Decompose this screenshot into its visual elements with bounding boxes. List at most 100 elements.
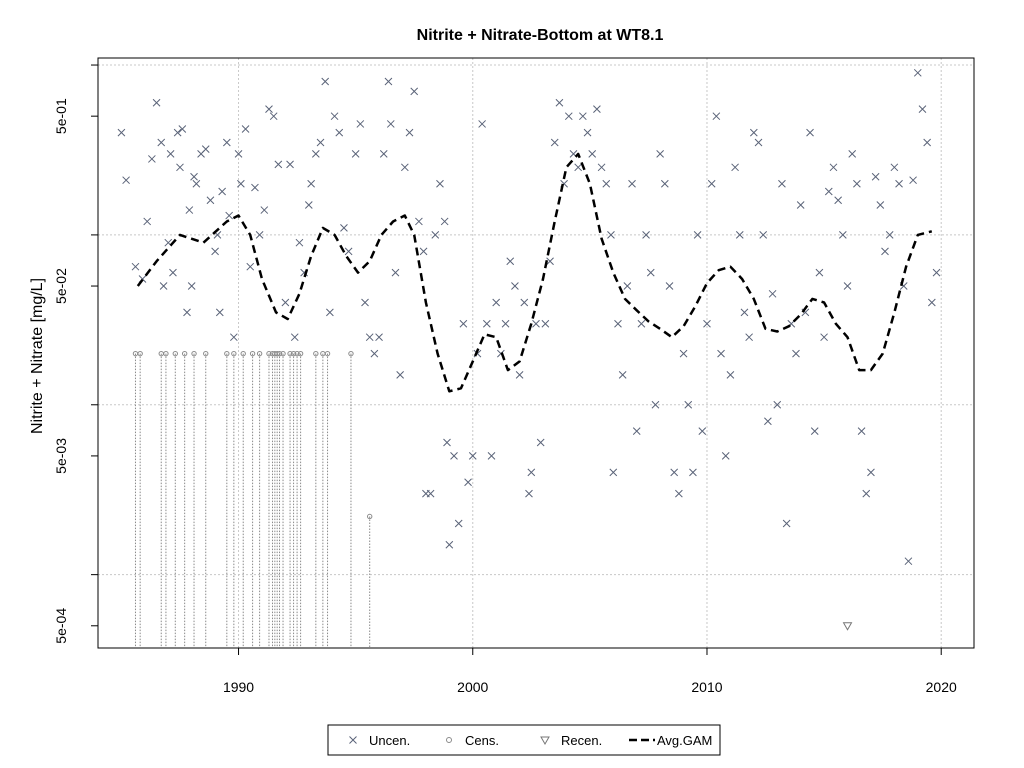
grid-lines <box>98 58 974 648</box>
uncensored-point <box>506 257 515 266</box>
censored-point <box>137 350 143 357</box>
uncensored-point <box>623 282 632 290</box>
uncensored-point <box>251 183 259 192</box>
uncensored-point <box>890 163 899 172</box>
uncensored-point <box>330 112 339 121</box>
uncensored-point <box>344 247 353 256</box>
uncensored-point <box>895 179 903 188</box>
uncensored-point <box>754 138 763 147</box>
uncensored-point <box>564 112 573 121</box>
uncensored-point <box>321 77 330 86</box>
uncensored-point <box>405 128 414 137</box>
uncensored-point <box>541 319 550 328</box>
censored-point <box>240 350 246 357</box>
censored-point <box>367 513 373 520</box>
chart-title: Nitrite + Nitrate-Bottom at WT8.1 <box>417 27 664 44</box>
uncensored-point <box>574 163 583 172</box>
uncensored-point <box>550 138 559 147</box>
uncensored-point <box>192 179 201 188</box>
uncensored-point <box>532 319 540 328</box>
uncensored-point <box>255 231 264 239</box>
uncensored-point <box>307 179 315 188</box>
uncensored-point <box>834 196 843 205</box>
uncensored-point <box>159 282 168 290</box>
censored-point <box>224 350 230 357</box>
uncensored-point <box>511 282 519 290</box>
uncensored-point <box>379 150 388 158</box>
uncensored-point <box>913 68 922 77</box>
uncensored-point <box>698 427 707 435</box>
uncensored-point <box>637 319 646 328</box>
uncensored-point <box>501 319 510 328</box>
uncensored-point <box>656 150 664 158</box>
uncensored-point <box>735 231 744 239</box>
recensored-point <box>842 622 853 631</box>
uncensored-point <box>396 371 405 379</box>
y-axis-label: Nitrite + Nitrate [mg/L] <box>29 278 46 434</box>
uncensored-point <box>426 489 435 498</box>
uncensored-point <box>857 427 866 435</box>
uncensored-point <box>588 150 597 158</box>
uncensored-point <box>246 262 255 271</box>
censored-point <box>163 350 169 357</box>
uncensored-point <box>546 257 554 266</box>
legend-label: Avg.GAM <box>657 733 712 748</box>
uncensored-point <box>454 519 463 528</box>
uncensored-point <box>578 112 587 121</box>
uncensored-point <box>876 201 885 209</box>
uncensored-point <box>201 145 210 153</box>
uncensored-point <box>792 349 800 358</box>
uncensored-point <box>384 77 393 86</box>
uncensored-point <box>225 211 234 220</box>
uncensored-point <box>190 172 198 181</box>
uncensored-point <box>829 163 838 172</box>
uncensored-point <box>419 247 428 256</box>
uncensored-point <box>660 179 669 188</box>
uncensored-point <box>286 160 294 169</box>
legend-label: Uncen. <box>369 733 410 748</box>
uncensored-point <box>614 319 622 328</box>
uncensored-point <box>721 452 730 460</box>
uncensored-point <box>464 478 472 487</box>
uncensored-point <box>185 206 194 214</box>
uncensored-point <box>555 98 564 107</box>
uncensored-point <box>478 120 486 128</box>
uncensored-point <box>642 231 650 239</box>
uncensored-point <box>824 187 833 196</box>
y-axis: 5e-04 5e-03 5e-02 5e-01 <box>53 64 98 644</box>
uncensored-point <box>871 172 880 181</box>
x-tick-label: 2020 <box>926 679 957 695</box>
censored-point <box>348 350 354 357</box>
uncensored-point <box>176 163 184 172</box>
uncensored-point <box>117 128 126 137</box>
uncensored-point <box>169 268 177 277</box>
uncensored-point <box>764 417 772 426</box>
censored-point <box>172 350 178 357</box>
uncensored-point <box>810 427 819 435</box>
uncensored-point <box>745 333 753 342</box>
censored-point <box>203 350 209 357</box>
uncensored-point <box>166 150 175 158</box>
data-markers <box>117 68 941 631</box>
x-tick-label: 2010 <box>691 679 722 695</box>
legend-label: Cens. <box>465 733 499 748</box>
uncensored-point <box>796 201 805 209</box>
uncensored-point <box>867 468 875 477</box>
uncensored-point <box>436 179 444 188</box>
x-tick-label: 2000 <box>457 679 488 695</box>
uncensored-point <box>782 519 791 528</box>
uncensored-point <box>281 298 290 307</box>
x-tick-label: 1990 <box>223 679 254 695</box>
uncensored-point <box>260 206 269 214</box>
plot-frame <box>97 57 975 649</box>
uncensored-point <box>131 262 140 271</box>
censored-point <box>313 350 319 357</box>
uncensored-point <box>335 128 344 137</box>
uncensored-point <box>391 268 400 277</box>
uncensored-point <box>316 138 325 147</box>
uncensored-point <box>536 438 545 447</box>
uncensored-point <box>311 150 320 158</box>
uncensored-point <box>265 105 273 113</box>
uncensored-point <box>717 349 725 358</box>
